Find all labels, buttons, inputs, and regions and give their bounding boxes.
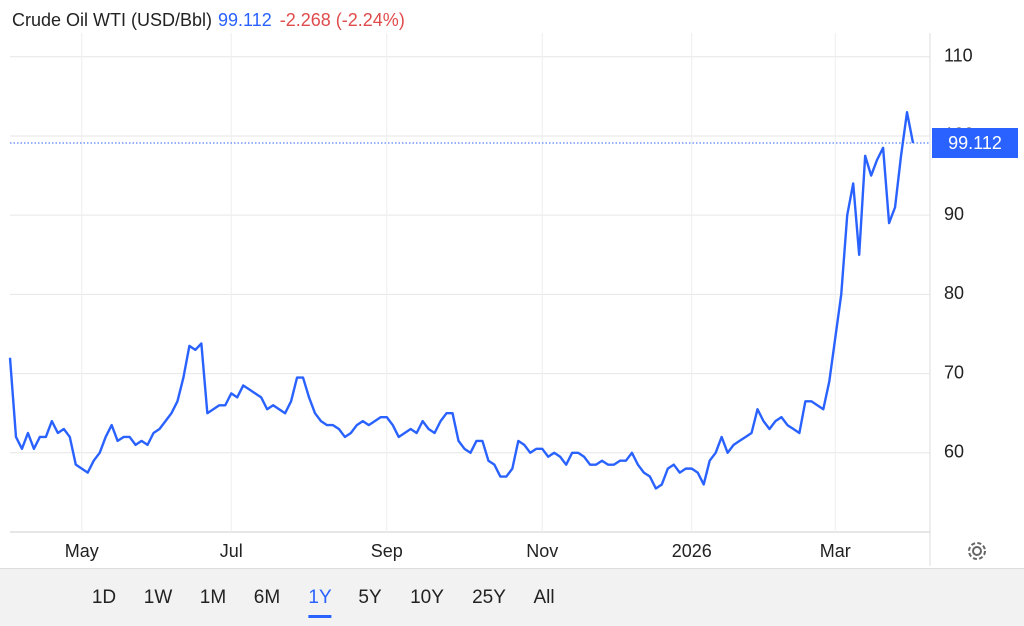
last-price-badge — [932, 128, 1018, 159]
range-bar: 1D 1W 1M 6M 1Y 5Y 10Y 25Y All — [0, 568, 1024, 626]
y-tick-label: 110 — [944, 46, 973, 66]
last-price: 99.112 — [218, 10, 272, 30]
y-tick-label: 70 — [944, 362, 964, 382]
x-tick-label: Mar — [820, 541, 851, 561]
x-tick-label: Sep — [371, 541, 403, 561]
range-button[interactable]: All — [533, 587, 555, 608]
x-tick-label: May — [65, 541, 99, 561]
range-button[interactable]: 1D — [91, 587, 117, 608]
range-button[interactable]: 1W — [143, 587, 173, 608]
range-button[interactable]: 10Y — [410, 587, 444, 608]
last-price-label: 99.112 — [948, 133, 1002, 153]
x-tick-label: 2026 — [672, 541, 712, 561]
range-button[interactable]: 6M — [253, 587, 281, 608]
settings-icon[interactable] — [968, 542, 986, 560]
chart-title: Crude Oil WTI (USD/Bbl) 99.112 -2.268 (-2.… — [12, 10, 405, 30]
y-tick-label: 80 — [944, 283, 964, 303]
chart: Crude Oil WTI (USD/Bbl) 99.112 -2.268 (-2.… — [8, 10, 1018, 566]
price-line — [8, 111, 915, 490]
y-tick-label: 60 — [944, 442, 964, 462]
x-tick-label: Jul — [220, 541, 243, 561]
x-tick-label: Nov — [526, 541, 558, 561]
y-tick-label: 90 — [944, 204, 964, 224]
range-button[interactable]: 1Y — [308, 587, 332, 618]
range-button[interactable]: 5Y — [358, 587, 382, 608]
range-button[interactable]: 25Y — [472, 587, 506, 608]
price-change: -2.268 (-2.24%) — [280, 10, 405, 30]
instrument-name: Crude Oil WTI (USD/Bbl) — [12, 10, 212, 30]
range-button[interactable]: 1M — [199, 587, 227, 608]
